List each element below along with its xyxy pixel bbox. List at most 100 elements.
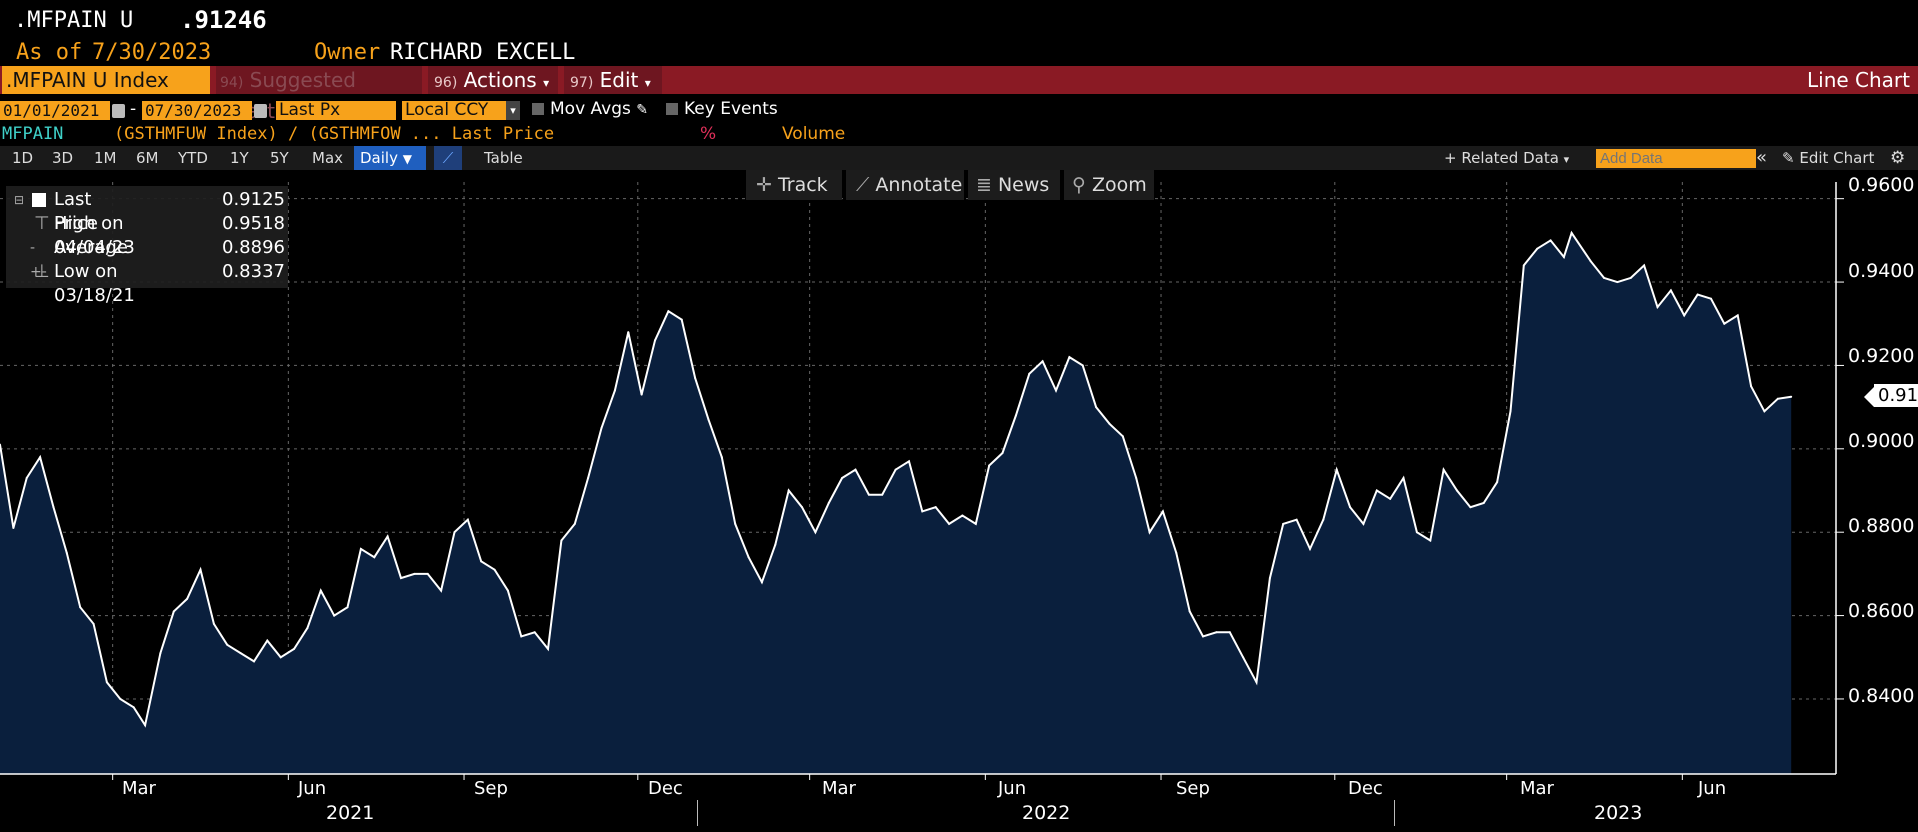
- data-point: [386, 535, 389, 538]
- header-price: .91246: [180, 6, 267, 34]
- range-1y[interactable]: 1Y: [230, 149, 249, 167]
- annotate-button[interactable]: ⟋ Annotate: [846, 170, 964, 200]
- data-point: [1108, 422, 1111, 425]
- data-point: [39, 456, 42, 459]
- data-point: [1549, 239, 1552, 242]
- calendar-icon[interactable]: [254, 104, 267, 118]
- data-point: [1068, 356, 1071, 359]
- data-point: [613, 389, 616, 392]
- data-point: [92, 622, 95, 625]
- annotate-label: Annotate: [875, 174, 963, 196]
- edit-chart-button[interactable]: ✎ Edit Chart: [1782, 146, 1874, 170]
- legend-value: 0.9125: [222, 189, 285, 210]
- collapse-icon[interactable]: «: [1756, 147, 1768, 168]
- percent-indicator: %: [700, 124, 717, 144]
- related-data-label: + Related Data: [1444, 149, 1559, 167]
- data-point: [1282, 522, 1285, 525]
- range-5y[interactable]: 5Y: [270, 149, 289, 167]
- gear-icon[interactable]: ⚙: [1890, 148, 1906, 168]
- data-point: [506, 589, 509, 592]
- add-data-input[interactable]: [1596, 149, 1756, 168]
- data-point: [266, 639, 269, 642]
- search-icon: ⚲: [1072, 174, 1086, 196]
- actions-num: 96): [434, 75, 458, 91]
- collapse-tree-icon[interactable]: ⊟: [14, 193, 25, 207]
- last-value-label: 0.9125: [1874, 383, 1918, 407]
- pencil-icon: ✎: [636, 102, 649, 118]
- data-point: [1456, 489, 1459, 492]
- data-point: [212, 622, 215, 625]
- chart-type-label[interactable]: Line Chart: [1807, 68, 1910, 92]
- related-data-button[interactable]: + Related Data ▾: [1444, 146, 1569, 170]
- data-point: [426, 572, 429, 575]
- crosshair-icon: ✛: [756, 174, 772, 196]
- data-point: [1589, 260, 1592, 263]
- y-tick-label: 0.9400: [1848, 260, 1915, 282]
- range-6m[interactable]: 6M: [136, 149, 159, 167]
- range-ytd[interactable]: YTD: [178, 149, 208, 167]
- data-point: [774, 543, 777, 546]
- end-date-input[interactable]: 07/30/2023: [142, 101, 252, 120]
- data-point: [573, 522, 576, 525]
- period-value: Daily: [360, 149, 398, 167]
- data-point: [1469, 506, 1472, 509]
- data-point: [667, 310, 670, 313]
- data-point: [293, 647, 296, 650]
- security-field[interactable]: .MFPAIN U Index: [2, 66, 210, 94]
- x-year-label: 2023: [1594, 802, 1643, 824]
- data-point: [707, 418, 710, 421]
- data-point: [1709, 297, 1712, 300]
- pencil-icon: ✎: [1782, 149, 1795, 167]
- legend-label: Average: [54, 237, 128, 258]
- data-point: [1496, 481, 1499, 484]
- data-point: [1683, 314, 1686, 317]
- start-date-input[interactable]: 01/01/2021: [0, 101, 110, 120]
- chevron-down-icon: ▾: [543, 76, 550, 90]
- range-1d[interactable]: 1D: [12, 149, 34, 167]
- currency-select[interactable]: Local CCY: [402, 101, 510, 120]
- data-point: [1790, 395, 1793, 398]
- news-button[interactable]: ≣ News: [968, 170, 1060, 200]
- data-point: [1255, 681, 1258, 684]
- data-point: [172, 610, 175, 613]
- data-point: [306, 627, 309, 630]
- range-1m[interactable]: 1M: [94, 149, 117, 167]
- data-point: [1750, 385, 1753, 388]
- edit-button[interactable]: 97) Edit ▾: [564, 66, 662, 94]
- chevron-down-icon[interactable]: ▾: [506, 101, 520, 120]
- table-button[interactable]: Table: [484, 149, 523, 167]
- line-chart-icon[interactable]: ⟋: [434, 146, 462, 170]
- suggested-charts-button[interactable]: 94) Suggested Charts: [216, 66, 422, 123]
- series-name: MFPAIN: [2, 124, 64, 144]
- range-max[interactable]: Max: [312, 149, 344, 167]
- data-point: [1429, 539, 1432, 542]
- data-point: [1322, 518, 1325, 521]
- data-point: [934, 506, 937, 509]
- mov-avgs-toggle[interactable]: Mov Avgs ✎: [532, 99, 648, 119]
- calendar-icon[interactable]: [112, 104, 125, 118]
- data-point: [400, 577, 403, 580]
- data-point: [827, 502, 830, 505]
- range-3d[interactable]: 3D: [52, 149, 74, 167]
- y-tick-label: 0.8600: [1848, 600, 1915, 622]
- data-point: [1442, 468, 1445, 471]
- data-point: [734, 522, 737, 525]
- key-events-toggle[interactable]: Key Events: [666, 99, 778, 119]
- price-field-select[interactable]: Last Px: [276, 101, 396, 120]
- track-button[interactable]: ✛ Track: [746, 170, 842, 200]
- data-point: [480, 560, 483, 563]
- data-point: [199, 568, 202, 571]
- period-select[interactable]: Daily ▼: [354, 146, 426, 170]
- data-point: [1643, 264, 1646, 267]
- track-label: Track: [777, 174, 828, 196]
- data-point: [1295, 518, 1298, 521]
- actions-button[interactable]: 96) Actions ▾: [428, 66, 558, 94]
- checkbox-icon: [666, 103, 678, 115]
- zoom-button[interactable]: ⚲ Zoom: [1064, 170, 1154, 200]
- price-chart[interactable]: [0, 170, 1918, 830]
- data-point: [961, 514, 964, 517]
- data-point: [653, 339, 656, 342]
- data-point: [252, 660, 255, 663]
- data-point: [119, 697, 122, 700]
- legend-value: 0.8896: [222, 237, 285, 258]
